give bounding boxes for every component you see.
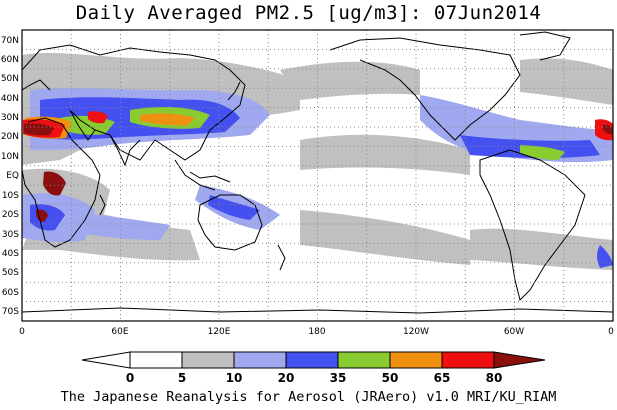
lat-tick: 50S [2, 268, 19, 278]
map-frame [21, 29, 614, 322]
colorbar-segment [441, 351, 495, 369]
field-green-central-america [520, 145, 565, 160]
field-grey-north-pacific [280, 61, 420, 100]
lon-axis: 0 60E 120E 180 120W 60W 0 [19, 327, 614, 337]
lat-tick: 40N [1, 94, 19, 104]
colorbar-label: 0 [126, 371, 134, 385]
field-red-india [88, 111, 108, 124]
lat-tick: 50N [1, 74, 19, 84]
colorbar-segment [389, 351, 443, 369]
coast-indonesia [189, 171, 231, 183]
lat-tick: 60N [1, 55, 19, 65]
coast-europe [22, 79, 51, 91]
lat-tick: 10N [1, 152, 19, 162]
lon-tick: 0 [608, 327, 614, 337]
map-title: Daily Averaged PM2.5 [ug/m3]: 07Jun2014 [75, 2, 542, 24]
gridlines [22, 30, 613, 321]
lat-tick: 30N [1, 113, 19, 123]
coast-japan [227, 81, 241, 101]
coast-south-america [479, 149, 586, 301]
lat-tick: 20S [2, 210, 19, 220]
lat-tick: EQ [6, 171, 19, 181]
field-darkred-sahara [24, 123, 54, 136]
colorbar-segment [285, 351, 339, 369]
lat-tick: 40S [2, 249, 19, 259]
field-blue-australia-north [208, 195, 260, 220]
lon-tick: 0 [19, 327, 25, 337]
lon-tick: 60W [504, 327, 524, 337]
lon-tick: 180 [308, 327, 325, 337]
colorbar-segment [337, 351, 391, 369]
field-grey-north-atlantic [520, 58, 613, 105]
lon-tick: 60E [111, 327, 128, 337]
lat-tick: 20N [1, 132, 19, 142]
colorbar-arrow-high [493, 351, 546, 369]
field-grey-tropical-pacific [300, 134, 470, 175]
colorbar-label: 80 [486, 371, 503, 385]
colorbar-label: 20 [278, 371, 295, 385]
coast-arabia [69, 109, 96, 141]
coast-north-america [329, 37, 521, 141]
field-darkred-south-africa [36, 209, 48, 222]
colorbar-label: 5 [178, 371, 186, 385]
lat-tick: 60S [2, 288, 19, 298]
lon-tick: 120W [403, 327, 429, 337]
colorbar-segment [233, 351, 287, 369]
colorbar-segment [129, 351, 183, 369]
lat-tick: 10S [2, 191, 19, 201]
colorbar-label: 50 [382, 371, 399, 385]
field-darkred-central-africa [43, 171, 66, 196]
coast-africa [22, 117, 101, 248]
colorbar: 0 5 10 20 35 50 65 80 [81, 351, 546, 385]
lat-tick: 70S [2, 307, 19, 317]
lat-tick: 30S [2, 230, 19, 240]
coast-australia [197, 194, 263, 251]
coast-new-zealand [277, 244, 286, 271]
colorbar-label: 10 [226, 371, 243, 385]
coast-antarctica [22, 307, 613, 314]
lat-axis: 70N 60N 50N 40N 30N 20N 10N EQ 10S 20S 3… [1, 36, 19, 317]
colorbar-label: 65 [434, 371, 451, 385]
coast-se-asia [174, 159, 216, 191]
lon-tick: 120E [208, 327, 231, 337]
lat-tick: 70N [1, 36, 19, 46]
coast-india [109, 134, 141, 167]
colorbar-label: 35 [330, 371, 347, 385]
field-orange-east-asia [140, 113, 195, 126]
colorbar-segment [181, 351, 235, 369]
footer-caption: The Japanese Reanalysis for Aerosol (JRA… [60, 389, 557, 405]
field-blue-south-america-east [597, 245, 613, 268]
coast-greenland [519, 31, 571, 61]
coast-madagascar [99, 194, 106, 216]
field-lightblue-south-indian-ocean [60, 210, 170, 240]
colorbar-arrow-low [81, 351, 131, 369]
field-grey-south-atlantic [470, 228, 613, 270]
